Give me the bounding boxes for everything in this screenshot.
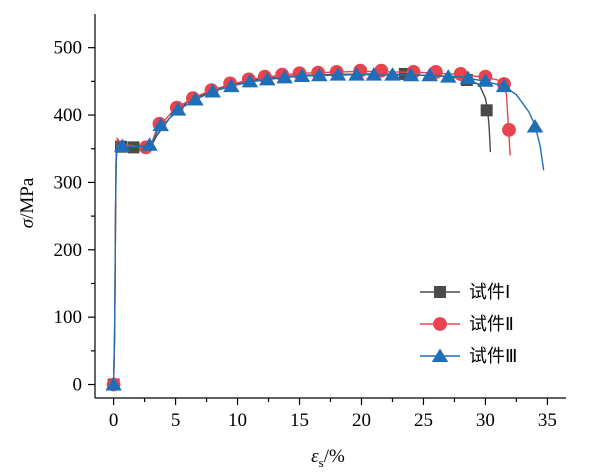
legend-marker-2 — [433, 317, 447, 331]
series-3-marker — [259, 71, 276, 86]
x-tick-label: 10 — [228, 410, 247, 431]
x-tick-label: 15 — [290, 410, 309, 431]
series-3-marker — [152, 117, 169, 132]
series-3-marker — [495, 78, 513, 93]
x-tick-label: 5 — [171, 410, 181, 431]
series-1-line — [112, 73, 492, 385]
series-1-marker — [480, 104, 493, 117]
x-axis-title: εs/% — [311, 446, 345, 470]
series-group — [105, 63, 545, 392]
series-3-marker — [365, 67, 383, 81]
series-3-marker — [114, 138, 131, 153]
series-3-marker — [384, 67, 401, 81]
series-3-marker — [402, 67, 420, 82]
series-3-marker — [276, 69, 293, 84]
series-2 — [106, 63, 516, 392]
x-tick-label: 0 — [109, 410, 119, 431]
y-tick-label: 0 — [73, 375, 83, 396]
series-3-marker — [105, 377, 122, 391]
series-3-marker — [329, 67, 347, 81]
legend-label-3: 试件Ⅲ — [469, 346, 517, 367]
series-3-marker — [204, 83, 221, 98]
series-3 — [105, 67, 545, 391]
series-3-marker — [477, 73, 494, 87]
series-3-marker — [440, 69, 457, 83]
series-2-line — [112, 70, 511, 385]
series-3-line — [112, 73, 545, 385]
y-axis-title: σ/MPa — [17, 177, 38, 228]
y-tick-label: 200 — [54, 240, 83, 261]
legend-marker-1 — [434, 286, 446, 298]
series-3-marker — [459, 70, 477, 84]
y-tick-label: 300 — [54, 172, 83, 193]
series-3-marker — [241, 73, 259, 88]
series-1 — [107, 67, 493, 391]
series-3-marker — [421, 67, 438, 82]
series-3-marker — [311, 67, 328, 82]
series-3-marker — [526, 119, 544, 133]
x-tick-label: 20 — [352, 410, 371, 431]
legend-label-2: 试件Ⅱ — [469, 314, 514, 335]
series-2-marker — [502, 122, 516, 137]
series-3-marker — [348, 67, 365, 81]
x-tick-label: 30 — [476, 410, 495, 431]
y-tick-label: 100 — [54, 307, 83, 328]
series-3-marker — [141, 137, 158, 151]
axes-group: 0 5 10 15 20 25 30 35 0 100 200 300 400 500 — [54, 14, 566, 431]
legend-marker-3 — [431, 348, 449, 362]
x-tick-label: 35 — [538, 410, 557, 431]
series-3-marker — [187, 92, 204, 106]
y-tick-label: 500 — [54, 38, 83, 59]
series-3-marker — [223, 78, 240, 93]
x-tick-label: 25 — [414, 410, 433, 431]
y-tick-label: 400 — [54, 105, 83, 126]
series-3-marker — [293, 68, 311, 82]
legend-label-1: 试件Ⅰ — [469, 282, 510, 303]
legend: 试件Ⅰ 试件Ⅱ 试件Ⅲ — [420, 282, 517, 367]
series-3-marker — [169, 102, 187, 116]
